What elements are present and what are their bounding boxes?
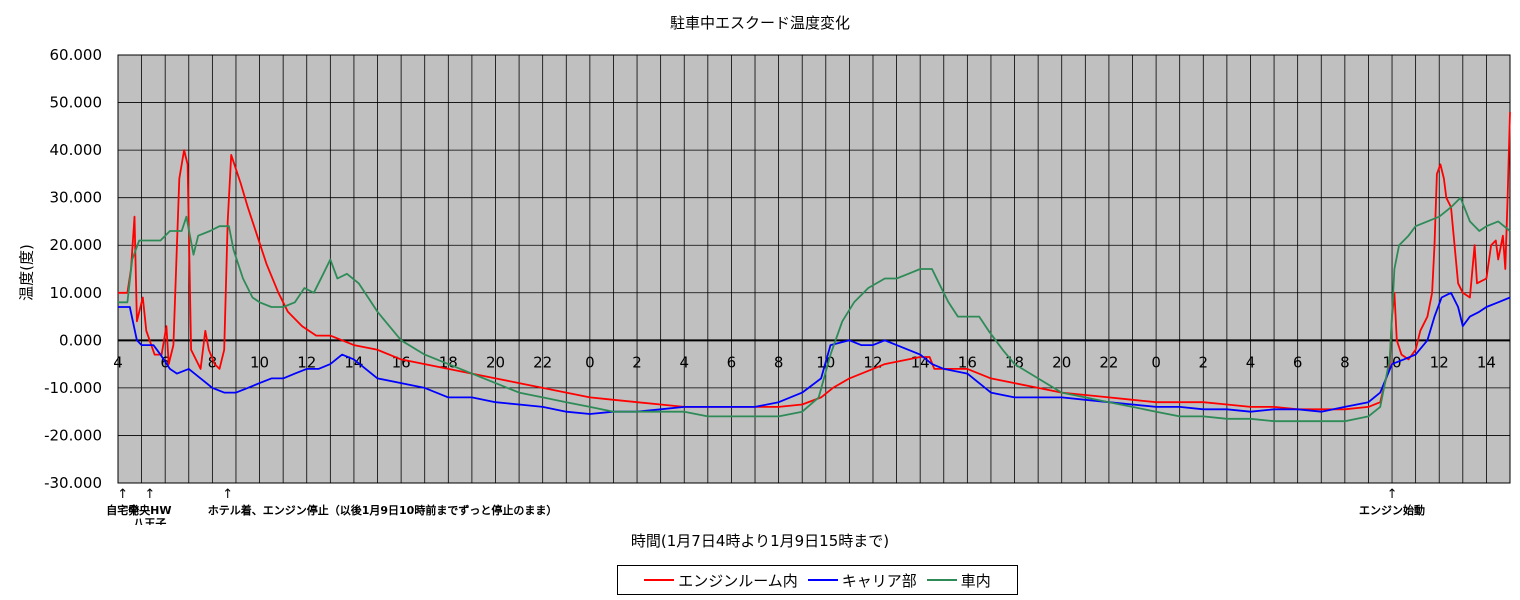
series-line-3 [118,196,1511,423]
y-tick-label: -30.000 [44,474,102,492]
x-tick-label: 22 [533,353,552,371]
x-tick-label: 6 [1293,353,1303,371]
line-chart: 60.000 50.000 40.000 30.000 20.000 10.000 0.00… [44,46,1511,525]
y-tick-label: 50.000 [50,94,103,112]
x-tick-label: 0 [1151,353,1161,371]
y-tick-label: -10.000 [44,379,102,397]
y-tick-label: 0.000 [59,331,102,349]
x-tick-label: 4 [679,353,689,371]
y-tick-label: 10.000 [50,284,103,302]
x-tick-label: 4 [113,353,123,371]
x-tick-label: 2 [632,353,642,371]
annotation-text: ホテル着、エンジン停止（以後1月9日10時前までずっと停止のまま） [208,503,558,517]
y-tick-label: 60.000 [50,46,103,64]
legend-swatch [807,579,838,581]
plot-area [117,54,1511,484]
series-line-2 [118,291,1511,415]
x-tick-label: 6 [727,353,737,371]
y-tick-label: 20.000 [50,236,103,254]
chart-title: 駐車中エスクード温度変化 [669,14,850,32]
annotation-text: エンジン始動 [1359,503,1425,517]
x-tick-label: 12 [297,353,316,371]
legend-swatch [926,579,957,581]
annotation-arrow: ↑ [144,487,155,502]
x-tick-label: 0 [585,353,595,371]
annotation-arrow: ↑ [1387,487,1398,502]
x-tick-label: 20 [1052,353,1071,371]
x-tick-label: 4 [1246,353,1256,371]
annotation-text: 八王子 [132,517,166,525]
legend-item: 車内 [926,570,991,591]
annotations: ↑自宅発↑中央HW八王子↑ホテル着、エンジン停止（以後1月9日10時前までずっと… [106,487,1425,525]
legend-label: 車内 [960,571,991,590]
annotation-text: 中央HW [128,503,171,517]
x-tick-label: 10 [250,353,269,371]
annotation-arrow: ↑ [117,487,128,502]
x-tick-label: 2 [1199,353,1209,371]
y-tick-label: -20.000 [44,426,102,444]
legend-item: キャリア部 [807,570,917,591]
x-tick-label: 14 [911,353,930,371]
series-group [118,112,1511,423]
x-tick-label: 10 [1382,353,1401,371]
y-axis: 60.000 50.000 40.000 30.000 20.000 10.000 0.00… [44,46,102,492]
x-tick-label: 22 [1099,353,1118,371]
legend-label: キャリア部 [841,571,917,590]
x-tick-label: 20 [486,353,505,371]
legend-swatch [644,579,675,581]
annotation-arrow: ↑ [222,487,233,502]
series-line-1 [118,112,1511,411]
x-tick-label: 14 [1477,353,1496,371]
grid-lines [118,55,1510,483]
legend: エンジンルーム内 キャリア部 車内 [617,565,1018,595]
legend-label: エンジンルーム内 [678,571,798,590]
y-tick-label: 30.000 [50,189,103,207]
x-tick-label: 16 [958,353,977,371]
y-axis-label: 温度(度) [17,244,36,301]
legend-item: エンジンルーム内 [644,570,798,591]
x-tick-label: 8 [208,353,218,371]
x-tick-label: 12 [1430,353,1449,371]
x-axis-label: 時間(1月7日4時より1月9日15時まで) [630,532,890,550]
x-tick-label: 8 [1340,353,1350,371]
y-tick-label: 40.000 [50,141,103,159]
annotation-text: 自宅発 [106,503,140,517]
x-tick-label: 8 [774,353,784,371]
